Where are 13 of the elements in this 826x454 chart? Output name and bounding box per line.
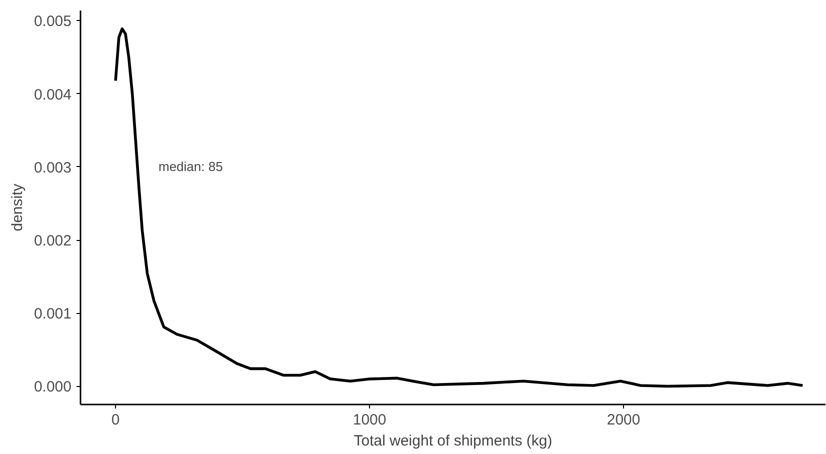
y-axis-title: density <box>8 183 26 232</box>
y-tick-label: 0.004 <box>34 86 72 104</box>
x-tick-label: 2000 <box>606 412 640 428</box>
y-tick-label: 0.000 <box>34 378 72 396</box>
x-axis-title: Total weight of shipments (kg) <box>354 432 552 450</box>
x-tick-label: 0 <box>111 412 120 428</box>
annotation: median: 85 <box>158 159 223 174</box>
y-tick-label: 0.001 <box>34 306 72 323</box>
y-tick-label: 0.005 <box>34 13 72 30</box>
line-series <box>114 27 804 388</box>
y-tick-label: 0.002 <box>34 232 72 250</box>
y-tick-label: 0.003 <box>34 159 72 176</box>
x-tick-label: 1000 <box>352 412 386 428</box>
